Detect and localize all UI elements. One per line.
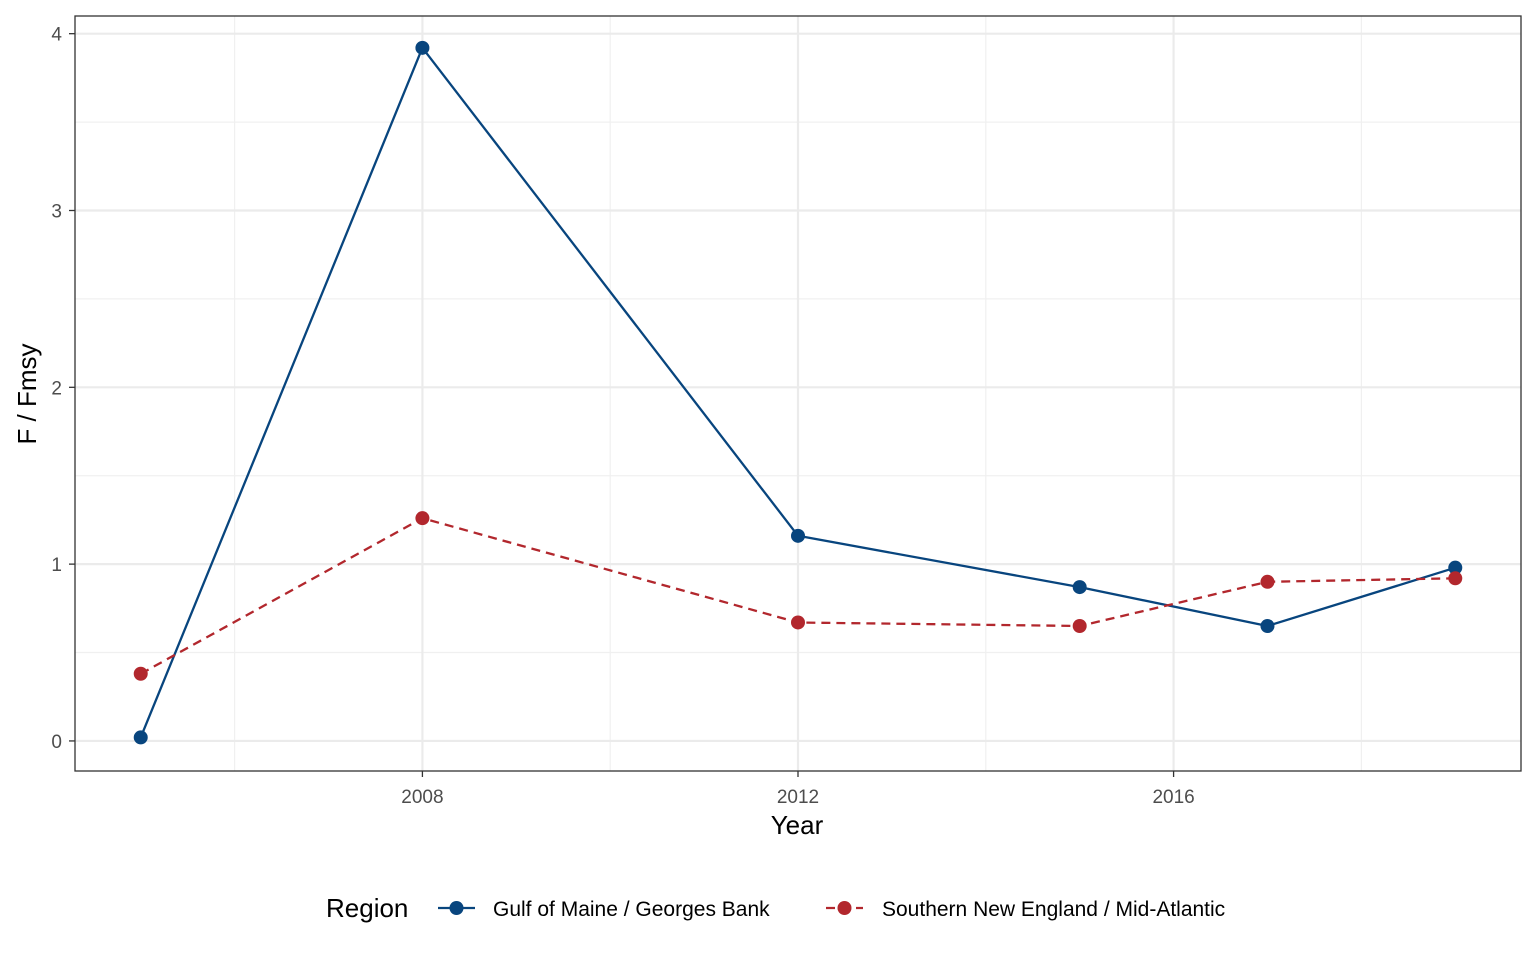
series-layer: [133, 40, 1463, 745]
data-point: [1448, 571, 1463, 586]
legend-items: Gulf of Maine / Georges Bank Southern New…: [438, 898, 1225, 921]
legend-title: Region: [326, 893, 408, 923]
y-tick-label: 3: [51, 201, 62, 222]
x-tick-label: 2012: [777, 787, 819, 808]
legend-key-point: [837, 901, 852, 915]
x-tick-label: 2016: [1152, 787, 1194, 808]
data-point: [791, 615, 805, 630]
y-axis-title: F / Fmsy: [12, 343, 42, 444]
data-point: [415, 40, 430, 55]
data-point: [133, 730, 148, 745]
data-point: [1448, 560, 1463, 575]
series-1: [133, 40, 1463, 745]
x-axis-title: Year: [771, 810, 824, 840]
data-point: [791, 528, 805, 543]
series-2: [133, 511, 1463, 681]
axis-ticks: [69, 33, 1175, 777]
data-point: [1260, 574, 1275, 589]
legend-key-point: [449, 901, 464, 915]
x-tick-label: 2008: [401, 787, 443, 808]
legend-label: Southern New England / Mid-Atlantic: [882, 898, 1225, 921]
y-tick-label: 2: [51, 378, 62, 399]
data-point: [1260, 619, 1275, 634]
series-line: [139, 46, 1456, 738]
data-point: [415, 511, 430, 526]
legend-label: Gulf of Maine / Georges Bank: [493, 898, 770, 921]
data-point: [1072, 580, 1087, 595]
legend: Region Gulf of Maine / Georges Bank South…: [326, 893, 1225, 923]
axis-tick-labels: 2008 2012 2016 0 1 2 3 4: [51, 25, 1194, 808]
data-point: [133, 666, 148, 681]
legend-item: Gulf of Maine / Georges Bank: [438, 898, 770, 921]
y-tick-label: 1: [51, 555, 62, 576]
y-tick-label: 4: [51, 25, 62, 46]
y-tick-label: 0: [51, 732, 62, 753]
series-line: [140, 517, 1456, 675]
legend-item: Southern New England / Mid-Atlantic: [826, 898, 1225, 921]
major-gridlines: [75, 16, 1521, 771]
data-point: [1072, 619, 1087, 634]
